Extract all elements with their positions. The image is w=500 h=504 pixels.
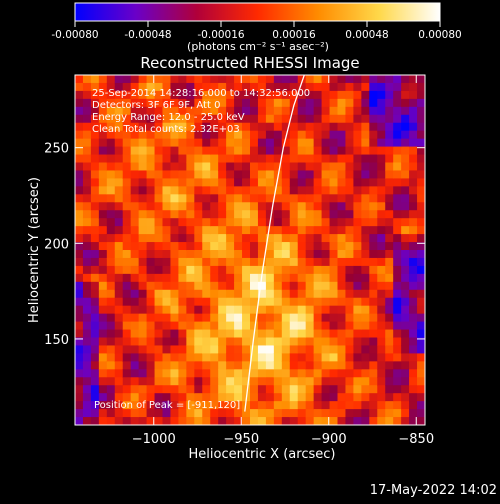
y-tick-label: 150	[44, 333, 69, 348]
colorbar: -0.00080 -0.00048 -0.00016 0.00016 0.00048 0.…	[51, 2, 462, 53]
info-time-range: 25-Sep-2014 14:28:16.000 to 14:32:56.000	[92, 88, 310, 99]
colorbar-ticks: -0.00080 -0.00048 -0.00016 0.00016 0.00048 0.…	[51, 21, 462, 41]
colorbar-tick-label: -0.00080	[51, 29, 98, 41]
info-clean-counts: Clean Total counts: 2.32E+03	[92, 124, 240, 135]
y-axis: 150 200 250	[44, 142, 425, 348]
x-axis-label: Heliocentric X (arcsec)	[189, 447, 336, 462]
colorbar-strip	[74, 2, 441, 22]
x-tick-label: −850	[398, 432, 434, 447]
heatmap-image	[75, 75, 425, 425]
colorbar-tick-label: 0.00016	[272, 29, 316, 41]
x-tick-label: −950	[223, 432, 259, 447]
colorbar-tick-label: -0.00048	[124, 29, 171, 41]
colorbar-tick-label: 0.00048	[345, 29, 388, 41]
y-tick-label: 250	[44, 142, 69, 157]
plot-frame	[74, 74, 426, 426]
peak-position-label: Position of Peak = [-911,120]	[94, 400, 240, 411]
x-tick-label: −900	[311, 432, 347, 447]
observation-info: 25-Sep-2014 14:28:16.000 to 14:32:56.000…	[92, 88, 310, 135]
info-detectors: Detectors: 3F 6F 9F, Att 0	[92, 100, 220, 111]
solar-limb-curve	[244, 75, 305, 412]
y-axis-label: Heliocentric Y (arcsec)	[27, 177, 42, 323]
colorbar-tick-label: -0.00016	[197, 29, 245, 41]
x-axis: −1000 −950 −900 −850	[132, 75, 434, 447]
colorbar-unit-label: (photons cm⁻² s⁻¹ asec⁻²)	[187, 40, 329, 53]
chart-title: Reconstructed RHESSI Image	[140, 54, 359, 72]
colorbar-tick-label: 0.00080	[418, 29, 461, 41]
footer-timestamp: 17-May-2022 14:02	[370, 483, 497, 498]
info-energy-range: Energy Range: 12.0 - 25.0 keV	[92, 112, 245, 123]
y-tick-label: 200	[44, 237, 69, 252]
x-tick-label: −1000	[132, 432, 176, 447]
